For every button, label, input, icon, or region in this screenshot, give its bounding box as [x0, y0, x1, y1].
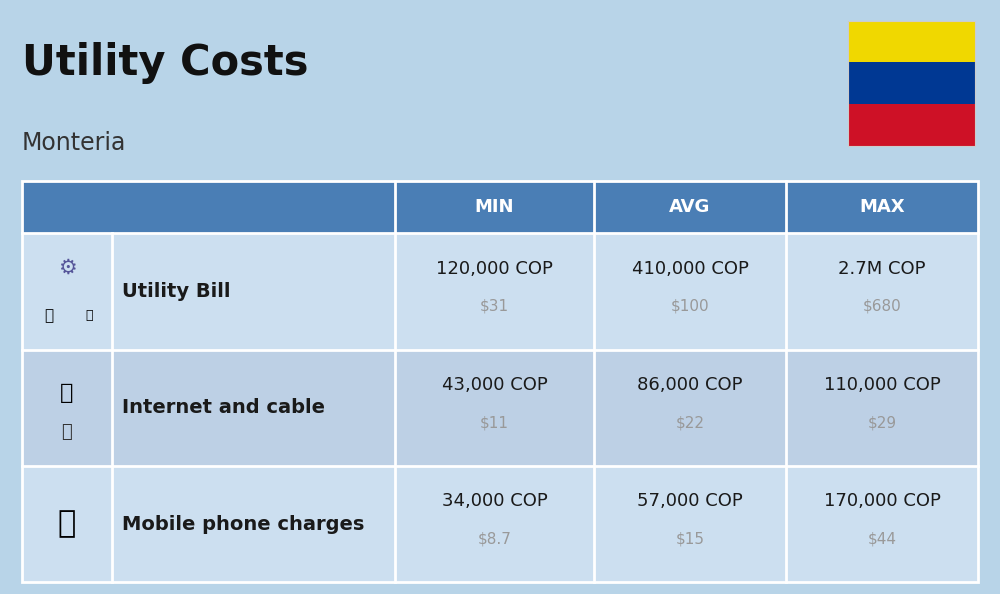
Bar	[848, 104, 975, 146]
Text: MAX: MAX	[859, 198, 905, 216]
Text: $8.7: $8.7	[478, 532, 511, 546]
Text: $44: $44	[868, 532, 896, 546]
Text: Utility Costs: Utility Costs	[22, 42, 308, 84]
Text: 📶: 📶	[60, 383, 74, 403]
Bar	[22, 233, 978, 350]
Text: 43,000 COP: 43,000 COP	[442, 376, 547, 394]
Text: $22: $22	[676, 415, 704, 430]
Text: ⚙: ⚙	[58, 258, 76, 278]
Bar	[22, 181, 978, 233]
Text: 📱: 📱	[58, 510, 76, 539]
Bar	[22, 181, 978, 582]
Bar	[848, 21, 975, 146]
Text: 57,000 COP: 57,000 COP	[637, 492, 743, 510]
Bar	[848, 21, 975, 62]
Text: 86,000 COP: 86,000 COP	[637, 376, 743, 394]
Text: 110,000 COP: 110,000 COP	[824, 376, 940, 394]
Text: 410,000 COP: 410,000 COP	[632, 260, 748, 278]
Text: Internet and cable: Internet and cable	[122, 399, 325, 417]
Text: $100: $100	[671, 299, 709, 314]
Text: Mobile phone charges: Mobile phone charges	[122, 514, 364, 533]
Text: 📦: 📦	[85, 309, 93, 322]
Text: 2.7M COP: 2.7M COP	[838, 260, 926, 278]
Text: $29: $29	[867, 415, 897, 430]
Text: AVG: AVG	[669, 198, 711, 216]
Text: 🔌: 🔌	[44, 308, 54, 323]
Text: 120,000 COP: 120,000 COP	[436, 260, 553, 278]
Text: $15: $15	[676, 532, 704, 546]
Bar	[848, 62, 975, 104]
Text: $31: $31	[480, 299, 509, 314]
Bar	[22, 466, 978, 582]
Text: $11: $11	[480, 415, 509, 430]
Text: $680: $680	[863, 299, 901, 314]
Text: 🖨: 🖨	[62, 422, 72, 441]
Text: 34,000 COP: 34,000 COP	[442, 492, 547, 510]
Text: Utility Bill: Utility Bill	[122, 282, 230, 301]
Text: Monteria: Monteria	[22, 131, 126, 154]
Bar	[22, 350, 978, 466]
Text: 170,000 COP: 170,000 COP	[824, 492, 940, 510]
Text: MIN: MIN	[475, 198, 514, 216]
